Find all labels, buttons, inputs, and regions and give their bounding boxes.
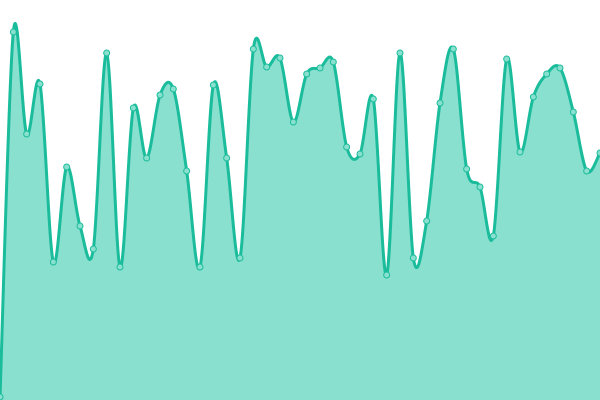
data-point[interactable] [596, 149, 600, 157]
data-markers [0, 28, 600, 400]
data-point[interactable] [289, 118, 297, 126]
data-point[interactable] [36, 80, 44, 88]
data-point[interactable] [169, 85, 177, 93]
data-point[interactable] [209, 81, 217, 89]
data-point[interactable] [463, 165, 471, 173]
data-point[interactable] [503, 55, 511, 63]
data-point[interactable] [436, 99, 444, 107]
data-point[interactable] [23, 130, 31, 138]
data-point[interactable] [396, 49, 404, 57]
data-point[interactable] [409, 254, 417, 262]
data-point[interactable] [316, 64, 324, 72]
data-point[interactable] [356, 150, 364, 158]
data-point[interactable] [343, 143, 351, 151]
data-point[interactable] [383, 271, 391, 279]
data-point[interactable] [116, 263, 124, 271]
data-point[interactable] [103, 49, 111, 57]
data-point[interactable] [156, 91, 164, 99]
data-point[interactable] [449, 45, 457, 53]
data-point[interactable] [129, 104, 137, 112]
data-point[interactable] [276, 54, 284, 62]
data-point[interactable] [569, 108, 577, 116]
area-fill [0, 23, 600, 400]
data-point[interactable] [369, 95, 377, 103]
data-point[interactable] [143, 154, 151, 162]
data-point[interactable] [263, 63, 271, 71]
data-point[interactable] [556, 64, 564, 72]
data-point[interactable] [76, 222, 84, 230]
data-point[interactable] [196, 263, 204, 271]
data-point[interactable] [543, 70, 551, 78]
data-point[interactable] [516, 148, 524, 156]
data-point[interactable] [49, 258, 57, 266]
data-point[interactable] [236, 254, 244, 262]
data-point[interactable] [423, 217, 431, 225]
series-line [0, 21, 600, 398]
data-point[interactable] [583, 167, 591, 175]
data-point[interactable] [476, 183, 484, 191]
data-point[interactable] [303, 70, 311, 78]
data-point[interactable] [223, 154, 231, 162]
data-point[interactable] [489, 232, 497, 240]
data-point[interactable] [529, 93, 537, 101]
data-point[interactable] [183, 167, 191, 175]
data-point[interactable] [9, 28, 17, 36]
data-point[interactable] [249, 45, 257, 53]
data-point[interactable] [63, 163, 71, 171]
data-point[interactable] [0, 393, 4, 400]
data-point[interactable] [89, 245, 97, 253]
data-point[interactable] [329, 58, 337, 66]
